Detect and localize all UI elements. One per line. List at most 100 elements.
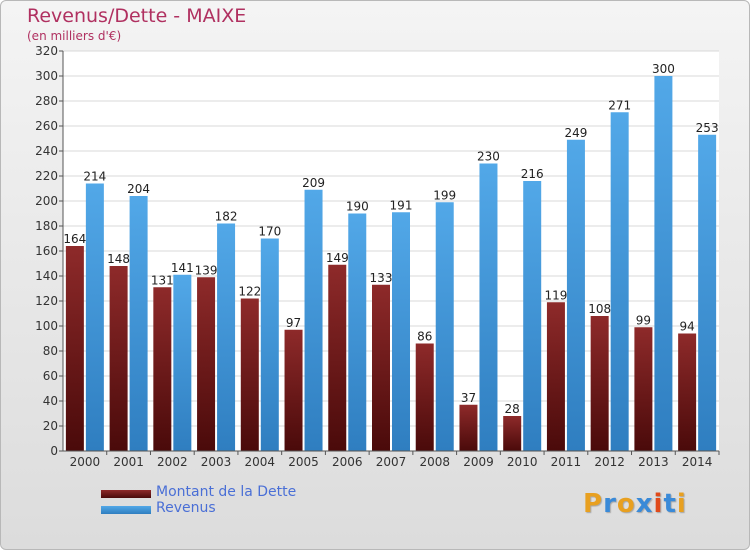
- data-label: 253: [696, 121, 719, 135]
- data-label: 28: [505, 402, 520, 416]
- bar-revenus: [260, 238, 279, 451]
- y-tick-label: 60: [43, 369, 58, 383]
- y-tick-label: 180: [35, 219, 58, 233]
- data-label: 170: [258, 225, 281, 239]
- data-label: 131: [151, 273, 174, 287]
- legend-label-dette: Montant de la Dette: [156, 484, 297, 500]
- logo-letter: i: [676, 489, 687, 519]
- x-tick-label: 2011: [551, 455, 582, 469]
- y-tick-label: 0: [50, 444, 58, 458]
- logo-letter: r: [603, 489, 617, 519]
- y-tick-label: 220: [35, 169, 58, 183]
- y-tick-label: 100: [35, 319, 58, 333]
- legend-swatch-revenus: [101, 506, 151, 514]
- x-tick-label: 2013: [638, 455, 669, 469]
- data-label: 209: [302, 176, 325, 190]
- chart-title: Revenus/Dette - MAIXE: [27, 5, 247, 27]
- x-axis: 2000 2001 2002 2003 2004 2005 2006 2007 2008 2009…: [63, 450, 720, 469]
- logo-letter: i: [653, 489, 664, 519]
- bar-dette: [634, 327, 653, 451]
- x-tick-label: 2001: [113, 455, 144, 469]
- x-tick-label: 2009: [463, 455, 494, 469]
- bar-revenus: [698, 134, 717, 451]
- data-label: 141: [171, 261, 194, 275]
- bar-dette: [546, 302, 565, 451]
- data-label: 182: [215, 210, 238, 224]
- bar-revenus: [392, 212, 410, 451]
- bar-revenus: [304, 189, 323, 451]
- data-label: 249: [564, 126, 587, 140]
- data-label: 149: [326, 251, 349, 265]
- logo-letter: x: [635, 489, 654, 519]
- data-label: 214: [83, 170, 106, 184]
- y-tick-label: 20: [43, 419, 58, 433]
- data-label: 37: [461, 391, 476, 405]
- bar-dette: [65, 246, 84, 451]
- y-tick-label: 240: [35, 144, 58, 158]
- bar-dette: [372, 284, 390, 451]
- proxiti-logo: Proxiti: [583, 489, 687, 519]
- logo-letter: t: [663, 489, 677, 519]
- x-tick-label: 2000: [70, 455, 101, 469]
- data-label: 230: [477, 150, 500, 164]
- y-tick-label: 300: [35, 69, 58, 83]
- y-tick-label: 40: [43, 394, 58, 408]
- x-tick-label: 2002: [157, 455, 188, 469]
- logo-letter: o: [616, 489, 636, 519]
- y-tick-label: 160: [35, 244, 58, 258]
- data-label: 191: [390, 198, 413, 212]
- x-tick-label: 2012: [594, 455, 625, 469]
- bar-dette: [284, 329, 303, 451]
- bar-revenus: [435, 202, 454, 451]
- data-label: 199: [433, 188, 456, 202]
- data-label: 119: [544, 288, 567, 302]
- bar-dette: [590, 316, 609, 451]
- data-label: 216: [521, 167, 544, 181]
- y-tick-label: 200: [35, 194, 58, 208]
- bar-revenus: [85, 183, 104, 451]
- y-tick-label: 260: [35, 119, 58, 133]
- bar-dette: [503, 416, 522, 451]
- bar-dette: [153, 287, 172, 451]
- bar-revenus: [523, 181, 542, 451]
- logo-letter: P: [583, 489, 604, 519]
- data-label: 164: [63, 232, 86, 246]
- data-label: 271: [608, 98, 631, 112]
- bar-dette: [678, 333, 697, 451]
- x-tick-label: 2006: [332, 455, 363, 469]
- y-tick-label: 140: [35, 269, 58, 283]
- chart-subtitle: (en milliers d'€): [27, 29, 122, 43]
- data-label: 97: [286, 316, 301, 330]
- data-label: 122: [238, 285, 261, 299]
- bar-revenus: [610, 112, 629, 451]
- bar-dette: [240, 298, 259, 451]
- bar-dette: [415, 343, 434, 451]
- bar-revenus: [566, 139, 585, 451]
- x-tick-label: 2004: [245, 455, 276, 469]
- x-tick-label: 2007: [376, 455, 407, 469]
- bar-dette: [197, 277, 216, 451]
- x-tick-label: 2005: [288, 455, 319, 469]
- x-tick-label: 2010: [507, 455, 538, 469]
- data-label: 300: [652, 62, 675, 76]
- bar-revenus: [217, 223, 236, 451]
- x-tick-label: 2003: [201, 455, 232, 469]
- bars: [65, 76, 717, 451]
- bar-revenus: [173, 274, 192, 451]
- data-label: 139: [195, 263, 218, 277]
- bar-revenus: [654, 76, 673, 451]
- x-tick-label: 2008: [419, 455, 450, 469]
- y-axis: 0 20 40 60 80 100 120 140 160 180 200 220 240 260 280 3…: [35, 44, 64, 458]
- y-tick-label: 280: [35, 94, 58, 108]
- data-label: 133: [370, 271, 393, 285]
- bar-dette: [328, 264, 347, 451]
- legend-label-revenus: Revenus: [156, 500, 216, 516]
- y-tick-label: 120: [35, 294, 58, 308]
- legend-swatch-dette: [101, 490, 151, 498]
- bar-revenus: [348, 213, 367, 451]
- y-tick-label: 320: [35, 44, 58, 58]
- data-label: 204: [127, 182, 150, 196]
